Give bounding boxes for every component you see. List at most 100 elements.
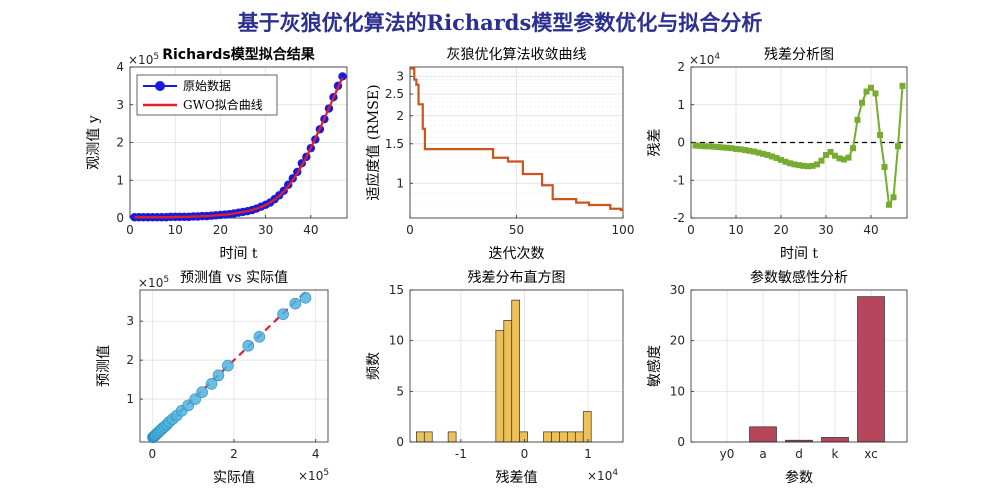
residual-point	[841, 156, 847, 163]
convergence-line	[410, 67, 623, 212]
histogram-bar	[495, 330, 505, 443]
x-axis-label: 时间 t	[219, 246, 257, 262]
y-tick-label: -1	[673, 173, 685, 187]
x-tick-label: 20	[213, 223, 228, 237]
scatter-point	[212, 369, 225, 382]
residual-point	[845, 154, 852, 161]
residual-point	[823, 151, 829, 158]
residual-point	[728, 145, 735, 152]
x-axis-label: 迭代次数	[489, 246, 545, 262]
y-axis-label: 残差	[647, 129, 663, 157]
exponent-label: ×105	[298, 468, 329, 483]
scatter-point	[289, 297, 302, 310]
residual-point	[751, 148, 757, 155]
y-tick-label: 5	[396, 384, 404, 398]
y-tick-label: 3	[126, 314, 134, 328]
subplot-title: 灰狼优化算法收敛曲线	[447, 47, 587, 63]
scatter-point	[242, 339, 255, 352]
residual-point	[809, 162, 816, 169]
residual-point	[764, 151, 771, 158]
residual-point	[692, 142, 699, 149]
x-tick-label: 100	[612, 223, 635, 237]
x-tick-label: 10	[728, 223, 743, 237]
x-tick-label: 2	[230, 447, 238, 461]
y-tick-label: 30	[670, 283, 685, 297]
scatter-point	[196, 386, 208, 398]
y-tick-label: 10	[670, 384, 685, 398]
y-tick-label: 4	[116, 60, 124, 74]
x-tick-label: 0	[126, 223, 134, 237]
residual-point	[733, 145, 739, 152]
histogram-bar	[519, 431, 528, 443]
residual-point	[787, 160, 793, 167]
residual-point	[877, 131, 883, 138]
y-tick-label: 2.5	[385, 87, 404, 101]
residual-point	[737, 146, 744, 153]
residual-point	[796, 162, 802, 169]
legend-label: 原始数据	[183, 78, 231, 93]
histogram-bar	[551, 431, 560, 443]
figure-title: 基于灰狼优化算法的Richards模型参数优化与拟合分析	[238, 10, 763, 35]
scatter-point	[189, 393, 201, 405]
residual-point	[850, 145, 856, 152]
y-tick-label: 0	[116, 211, 124, 225]
histogram-bar	[567, 431, 576, 443]
x-axis-label: 残差值	[496, 470, 538, 486]
residual-point	[791, 161, 798, 168]
residual-point	[872, 90, 879, 97]
legend: 原始数据 GWO拟合曲线	[136, 74, 278, 116]
y-tick-label: 0	[677, 136, 685, 150]
y-tick-label: 20	[670, 334, 685, 348]
residual-point	[697, 142, 703, 149]
x-axis-label: 时间 t	[780, 246, 818, 262]
x-tick-label: 40	[863, 223, 878, 237]
x-tick-label: 4	[312, 447, 320, 461]
residual-point	[746, 147, 753, 154]
residual-point	[890, 194, 897, 201]
scatter-point	[277, 308, 289, 320]
y-axis-label: 预测值	[96, 345, 112, 387]
residual-point	[769, 153, 775, 160]
residual-point	[899, 82, 906, 89]
residual-point	[778, 156, 784, 163]
sensitivity-bar	[749, 426, 777, 443]
legend-marker-raw	[155, 81, 165, 91]
sensitivity-bar	[821, 437, 849, 443]
scatter-point	[299, 291, 312, 304]
y-tick-label: 2	[677, 60, 685, 74]
hist-axes-box	[409, 289, 624, 443]
x-tick-label: 30	[258, 223, 273, 237]
residual-point	[742, 147, 748, 154]
y-tick-label: 15	[389, 283, 404, 297]
scatter-point	[205, 378, 218, 390]
y-tick-label: 3	[116, 98, 124, 112]
exponent-label: ×104	[689, 52, 720, 67]
residual-point	[710, 143, 717, 150]
residual-point	[760, 150, 766, 157]
y-tick-label: 1	[396, 176, 404, 190]
x-tick-label: 0	[521, 447, 529, 461]
x-tick-label: 20	[773, 223, 788, 237]
y-tick-label: 3	[396, 69, 404, 83]
histogram-bar	[582, 411, 592, 443]
histogram-bar	[423, 431, 433, 443]
histogram-bar	[559, 431, 568, 443]
y-tick-label: 1	[677, 98, 685, 112]
exponent-label: ×104	[587, 468, 618, 483]
legend-label: GWO拟合曲线	[183, 97, 263, 112]
residual-point	[881, 164, 888, 171]
y-axis-label: 适应度值 (RMSE)	[365, 84, 382, 200]
x-tick-label: 50	[509, 223, 524, 237]
exponent-label: ×105	[128, 52, 159, 67]
x-tick-label: 0	[687, 223, 695, 237]
subplot-title: 残差分布直方图	[468, 269, 566, 286]
x-axis-label: 实际值	[213, 470, 255, 486]
sensitivity-bar	[857, 296, 885, 443]
exponent-label: ×105	[138, 275, 169, 290]
x-tick-label: 1	[584, 447, 592, 461]
